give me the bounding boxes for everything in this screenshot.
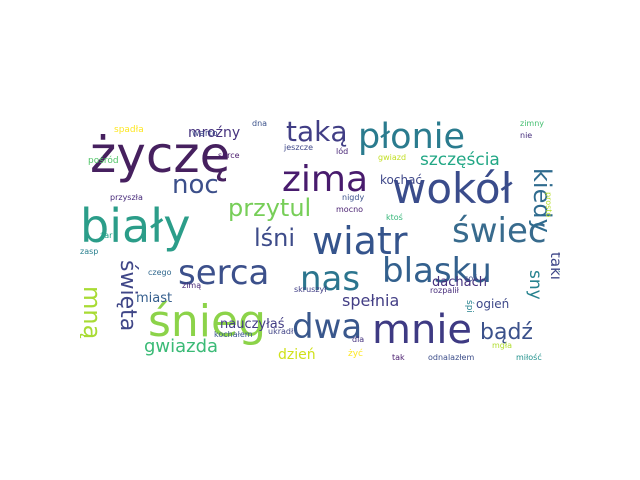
word: dla [352, 335, 365, 344]
word: zasp [80, 247, 99, 256]
word: zimą [182, 281, 202, 290]
word-cloud: życzę biały wokół wiatr śnieg mnie zima … [80, 110, 560, 370]
word: dachach [432, 275, 487, 290]
word: nie [520, 131, 533, 140]
word: ogień [476, 297, 510, 311]
word: lśni [254, 224, 296, 252]
word: dna [252, 119, 268, 128]
word: prosto [544, 192, 553, 218]
word: mocno [336, 205, 364, 214]
word: gwiazd [378, 153, 407, 162]
word: wiatr [312, 219, 408, 263]
word: mną [80, 286, 106, 340]
word: szczęścia [420, 150, 500, 170]
word: wokół [392, 164, 513, 213]
word: coś [464, 274, 478, 283]
word: śnieżnych [558, 244, 560, 284]
word: pośród [88, 156, 119, 166]
word: warto [192, 129, 218, 139]
word: taką [286, 115, 348, 148]
word: tak [392, 353, 405, 362]
word: serce [218, 151, 240, 160]
word: lód [336, 147, 349, 156]
word: bądź [480, 320, 533, 345]
word: rozpalił [430, 286, 459, 295]
word: taki [547, 252, 560, 280]
word: żar [100, 231, 113, 240]
word: dwa [292, 307, 363, 347]
word: miast [136, 291, 173, 306]
word: życzę [90, 126, 231, 184]
word: sny [525, 270, 545, 300]
word: miłość [516, 353, 542, 362]
word: biały [80, 199, 191, 253]
word: kiedy [528, 168, 556, 233]
word: odnalazłem [428, 353, 475, 362]
word: blasku [382, 251, 492, 291]
word: gwiazda [144, 336, 219, 357]
word: przyszła [110, 193, 143, 202]
word: śpi [464, 300, 474, 313]
word: czego [148, 268, 172, 277]
word: dzień [278, 347, 316, 363]
word: śnieg [148, 296, 267, 347]
word: żyć [348, 349, 363, 359]
word: kochałem [214, 330, 253, 339]
word: zimny [520, 119, 545, 128]
word: nauczyłaś [220, 317, 285, 332]
word: nigdy [342, 193, 365, 202]
word: skruszył [294, 285, 327, 294]
word: przytul [228, 194, 312, 222]
word: świec [452, 211, 547, 251]
word: mroźny [188, 125, 241, 141]
word: ktoś [386, 213, 403, 222]
word: zima [282, 159, 369, 200]
word: nas [300, 259, 361, 299]
word: spełnia [342, 291, 400, 310]
word: spadła [114, 125, 144, 135]
word: płonie [358, 117, 466, 157]
word: kochać [380, 173, 423, 187]
word: mgła [492, 341, 513, 350]
word: noc [172, 170, 219, 200]
word: serca [178, 253, 270, 293]
word: święta [115, 260, 140, 332]
word: mnie [372, 307, 473, 353]
word: jeszcze [284, 143, 314, 152]
word: ukradł [268, 327, 294, 336]
